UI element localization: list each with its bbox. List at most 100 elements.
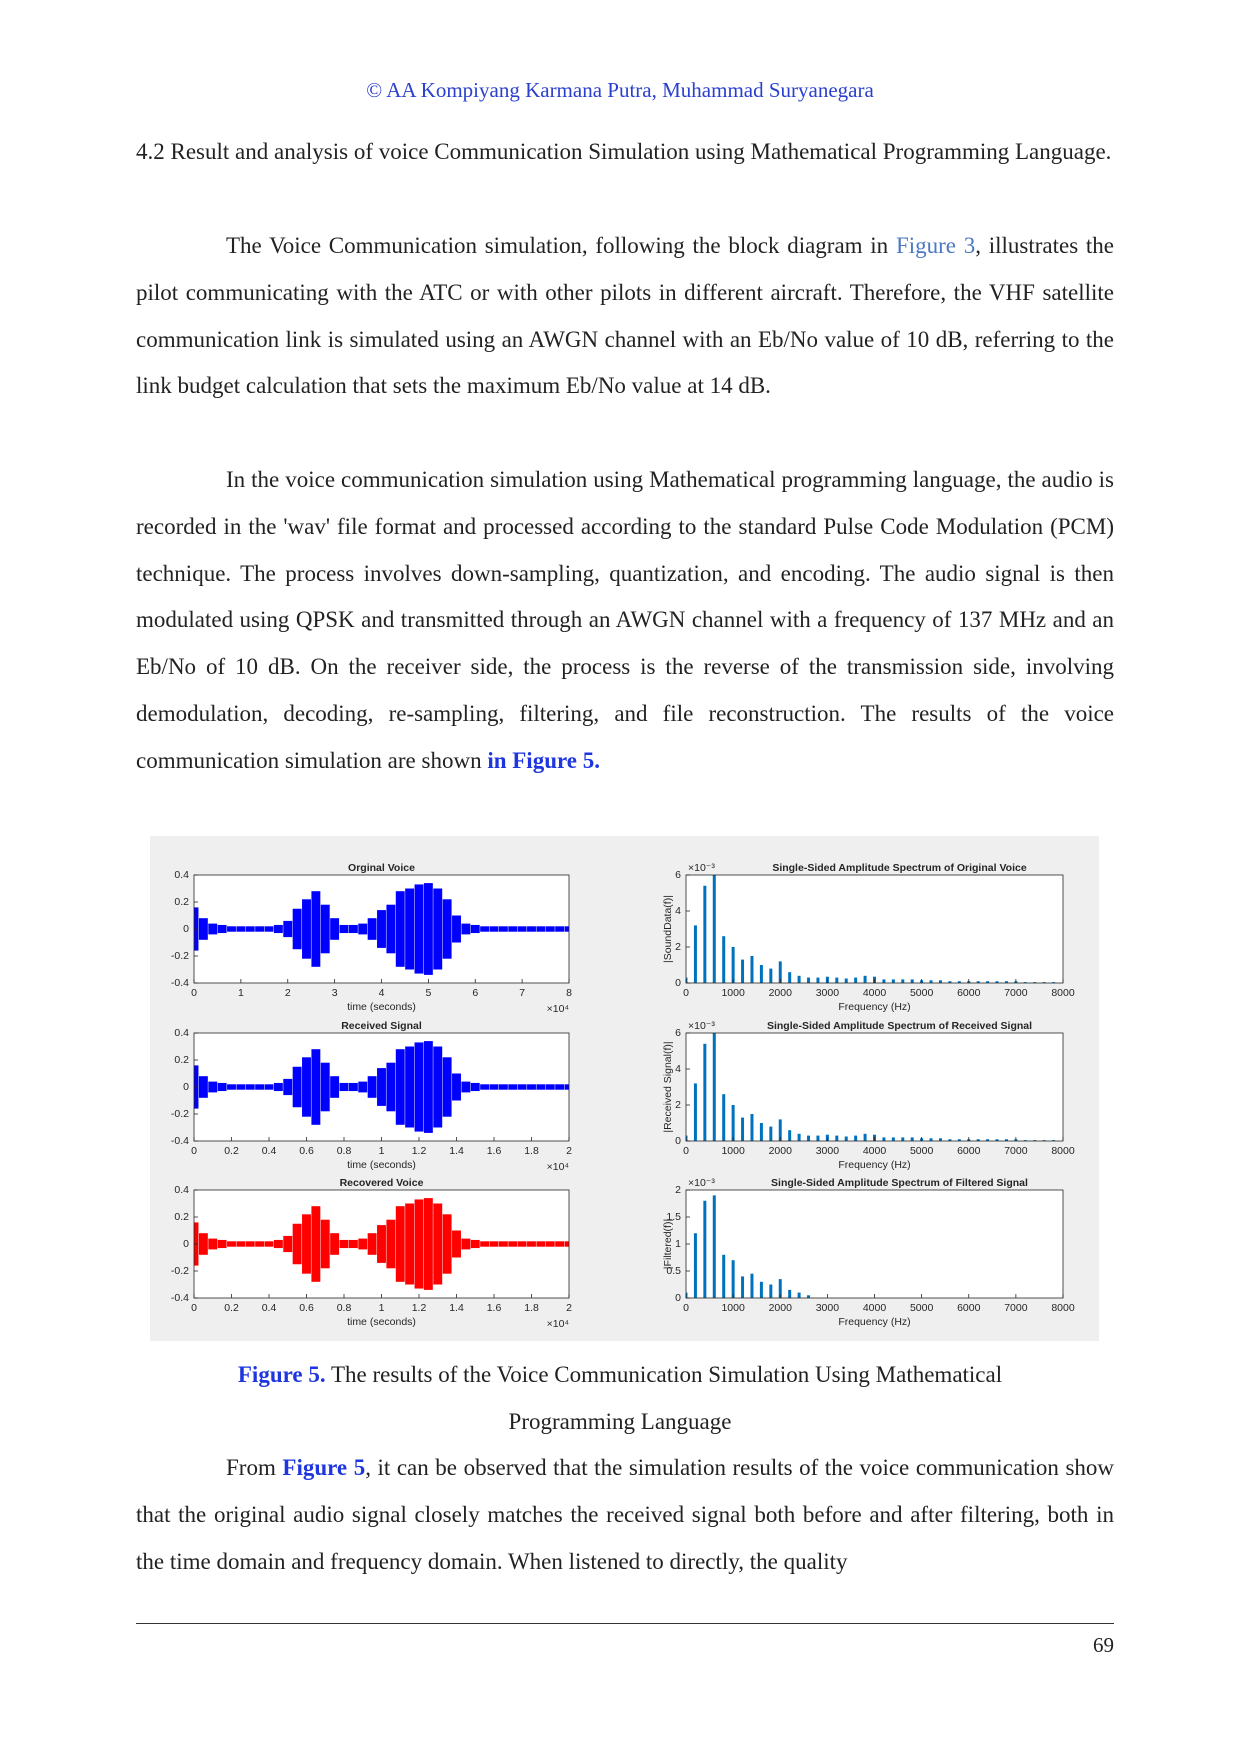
waveform-segment — [292, 1066, 302, 1108]
cross-reference[interactable]: in Figure 5. — [487, 747, 600, 773]
x-axis-label: time (seconds) — [347, 1159, 416, 1171]
x-tick-label: 4 — [379, 987, 385, 999]
x-axis-label: Frequency (Hz) — [838, 1001, 910, 1013]
waveform-segment — [527, 926, 536, 932]
waveform-segment — [564, 926, 569, 932]
y-tick-label: 6 — [675, 869, 681, 881]
waveform-segment — [320, 904, 330, 954]
waveform-segment — [227, 1084, 236, 1090]
text-run: The Voice Communication simulation, foll… — [226, 233, 896, 258]
waveform-segment — [527, 1241, 536, 1247]
x-tick-label: 0.4 — [262, 1145, 277, 1157]
cross-reference[interactable]: Figure 3 — [895, 233, 976, 258]
x-tick-label: 3 — [332, 987, 338, 999]
cross-reference[interactable]: Figure 5 — [282, 1455, 366, 1480]
waveform-segment — [367, 1076, 377, 1098]
x-tick-label: 2000 — [769, 987, 793, 999]
y-tick-label: 2 — [675, 1099, 681, 1111]
y-tick-label: 2 — [675, 941, 681, 953]
plot-title: Received Signal — [341, 1020, 422, 1032]
x-tick-label: 7000 — [1004, 1145, 1028, 1157]
waveform-segment — [386, 1062, 396, 1112]
waveform-segment — [498, 1084, 508, 1090]
waveform-segment — [217, 1082, 227, 1092]
figure: 0 1 2 3 4 5 6 7 8 -0.4 -0.2 0 0.2 0.4 Orginal Voice tim… — [150, 836, 1099, 1341]
y-tick-label: -0.2 — [171, 950, 189, 962]
x-tick-label: 8000 — [1051, 1145, 1075, 1157]
waveform-segment — [283, 1235, 293, 1253]
waveform-segment — [348, 1082, 358, 1092]
waveform-segment — [414, 1199, 424, 1289]
y-tick-label: 0 — [675, 1135, 681, 1147]
waveform-segment — [273, 1239, 283, 1249]
waveform-segment — [358, 1081, 368, 1093]
waveform-segment — [423, 1041, 433, 1133]
waveform-segment — [330, 1233, 340, 1255]
waveform-segment — [302, 1057, 311, 1117]
waveform-segment — [517, 1241, 527, 1247]
section-title: Result and analysis of voice Communicati… — [170, 139, 1112, 164]
x-tick-label: 2000 — [769, 1302, 793, 1314]
waveform-segment — [564, 1084, 569, 1090]
waveform-segment — [311, 1049, 321, 1125]
x-tick-label: 5000 — [910, 1145, 934, 1157]
y-tick-label: 0.2 — [174, 1054, 189, 1066]
waveform-segment — [245, 1084, 255, 1090]
waveform-segment — [480, 926, 490, 932]
plot-area — [686, 1033, 1063, 1141]
waveform-segment — [255, 926, 265, 932]
plot-title: Single-Sided Amplitude Spectrum of Origi… — [772, 862, 1027, 874]
waveform-segment — [461, 1238, 471, 1250]
x-tick-label: 1 — [379, 1145, 385, 1157]
caption-text: The results of the Voice Communication S… — [330, 1362, 1003, 1434]
waveform-segment — [470, 1239, 480, 1249]
waveform-segment — [377, 1225, 386, 1263]
x-tick-label: 6000 — [957, 1302, 981, 1314]
waveform-segment — [489, 926, 499, 932]
waveform-segment — [508, 1084, 518, 1090]
x-tick-label: 6000 — [957, 987, 981, 999]
x-tick-label: 2 — [566, 1302, 572, 1314]
x-tick-label: 1 — [379, 1302, 385, 1314]
text-run: From — [226, 1455, 283, 1480]
waveform-segment — [339, 1239, 349, 1249]
x-tick-label: 3000 — [816, 987, 840, 999]
x-tick-label: 1.6 — [487, 1302, 502, 1314]
waveform-segment — [208, 1238, 218, 1250]
waveform-segment — [498, 926, 508, 932]
x-tick-label: 6 — [472, 987, 478, 999]
y-tick-label: 4 — [675, 905, 681, 917]
waveform-segment — [433, 1046, 443, 1128]
waveform-segment — [414, 884, 424, 974]
waveform-segment — [442, 1214, 452, 1274]
waveform-segment — [198, 1076, 208, 1098]
waveform-segment — [461, 923, 471, 935]
waveform-segment — [358, 1238, 368, 1250]
x-tick-label: 1.4 — [449, 1302, 464, 1314]
waveform-segment — [302, 899, 311, 959]
y-tick-label: 1 — [675, 1238, 681, 1250]
waveform-segment — [386, 1219, 396, 1269]
waveform-segment — [320, 1219, 330, 1269]
x-axis-label: Frequency (Hz) — [838, 1316, 910, 1328]
waveform-segment — [489, 1084, 499, 1090]
waveform-segment — [255, 1241, 265, 1247]
y-tick-label: 0 — [675, 1292, 681, 1304]
waveform-segment — [508, 926, 518, 932]
text-run: , illustrates the pilot communicating wi… — [136, 233, 1114, 399]
x-tick-label: 8000 — [1051, 987, 1075, 999]
waveform-segment — [545, 926, 555, 932]
x-tick-label: 7000 — [1004, 987, 1028, 999]
running-header: © AA Kompiyang Karmana Putra, Muhammad S… — [366, 78, 874, 102]
waveform-segment — [508, 1241, 518, 1247]
waveform-segment — [208, 1081, 218, 1093]
waveform-segment — [405, 1203, 415, 1285]
waveform-segment — [423, 1198, 433, 1290]
plot-area — [686, 875, 1063, 983]
text-run: In the voice communication simulation us… — [136, 467, 1114, 773]
x-tick-label: 2 — [285, 987, 291, 999]
x-tick-label: 8 — [566, 987, 572, 999]
waveform-segment — [517, 926, 527, 932]
waveform-segment — [302, 1214, 311, 1274]
